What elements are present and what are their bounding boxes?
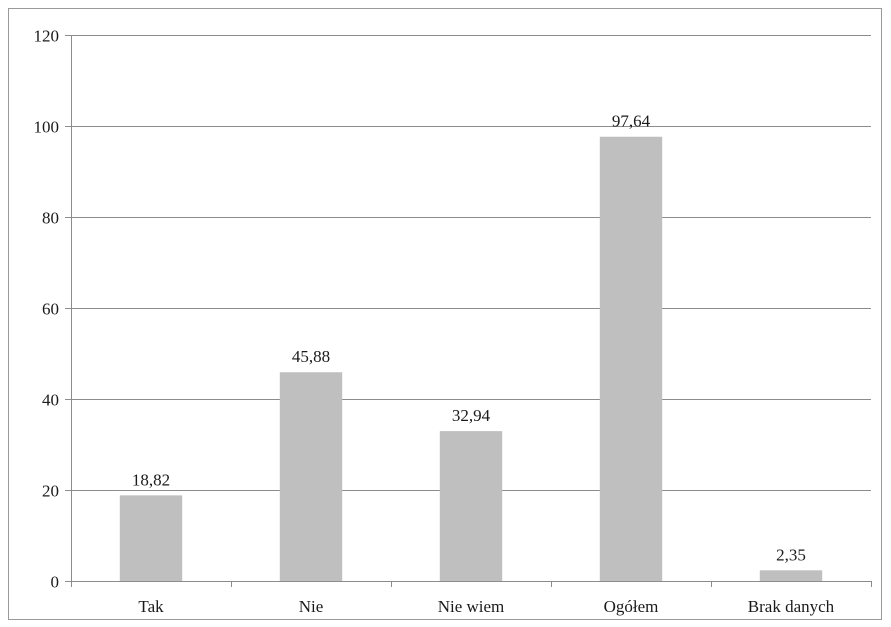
bar [759,570,823,581]
axes [65,35,872,587]
y-tick-label: 120 [34,27,60,46]
y-tick-label: 80 [42,209,59,228]
labels: 0 20 40 60 80 100 120 18,82 Tak 45,88 Nie 32,94 Nie … [34,27,835,617]
bar [599,136,663,581]
data-label: 32,94 [452,406,491,425]
data-label: 18,82 [132,470,170,489]
y-tick-label: 100 [34,118,60,137]
y-tick-label: 0 [51,573,60,592]
x-tick-label: Ogółem [604,597,659,616]
data-label: 2,35 [776,545,806,564]
gridlines [71,35,871,491]
data-label: 97,64 [612,112,651,131]
bars [119,136,823,581]
y-tick-label: 40 [42,391,59,410]
bar [439,431,503,581]
y-tick-label: 20 [42,482,59,501]
x-tick-label: Brak danych [748,597,835,616]
bar [119,495,183,581]
bar [279,372,343,581]
x-tick-label: Tak [138,597,164,616]
x-tick-label: Nie wiem [438,597,505,616]
data-label: 45,88 [292,347,330,366]
y-tick-label: 60 [42,300,59,319]
x-tick-label: Nie [299,597,324,616]
